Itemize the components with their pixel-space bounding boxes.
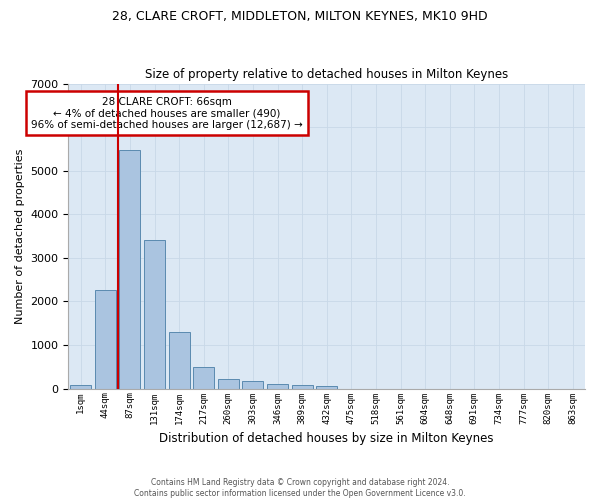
- Title: Size of property relative to detached houses in Milton Keynes: Size of property relative to detached ho…: [145, 68, 508, 81]
- Bar: [119, 150, 140, 388]
- Bar: [292, 386, 313, 388]
- Text: Contains HM Land Registry data © Crown copyright and database right 2024.
Contai: Contains HM Land Registry data © Crown c…: [134, 478, 466, 498]
- Bar: [193, 368, 214, 388]
- X-axis label: Distribution of detached houses by size in Milton Keynes: Distribution of detached houses by size …: [160, 432, 494, 445]
- Bar: [267, 384, 288, 388]
- Bar: [169, 332, 190, 388]
- Bar: [95, 290, 116, 388]
- Bar: [218, 380, 239, 388]
- Y-axis label: Number of detached properties: Number of detached properties: [15, 148, 25, 324]
- Bar: [70, 386, 91, 388]
- Text: 28 CLARE CROFT: 66sqm
← 4% of detached houses are smaller (490)
96% of semi-deta: 28 CLARE CROFT: 66sqm ← 4% of detached h…: [31, 96, 302, 130]
- Bar: [316, 386, 337, 388]
- Text: 28, CLARE CROFT, MIDDLETON, MILTON KEYNES, MK10 9HD: 28, CLARE CROFT, MIDDLETON, MILTON KEYNE…: [112, 10, 488, 23]
- Bar: [242, 382, 263, 388]
- Bar: [144, 240, 165, 388]
